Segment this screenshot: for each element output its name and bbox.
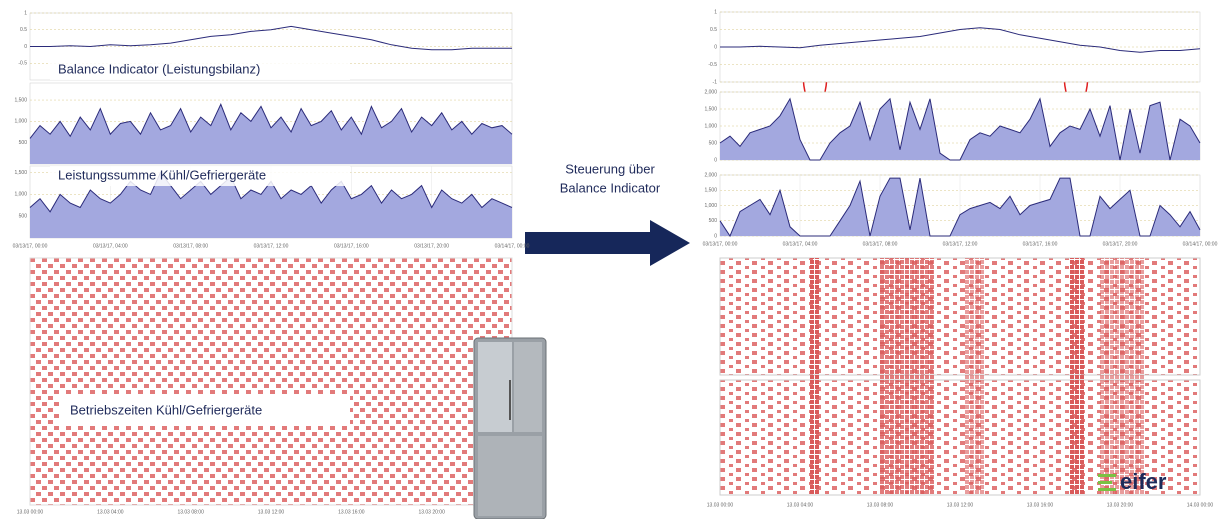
y-tick-label: 1,500 bbox=[704, 106, 717, 112]
chart: 500 1,000 1,500 03/13/17, 00:00 03/13/17, 04… bbox=[13, 165, 530, 249]
line bbox=[719, 97, 1201, 161]
y-tick-label: 500 bbox=[709, 218, 718, 224]
raster-x-label: 13.03 08:00 bbox=[177, 509, 204, 515]
x-tick-label: 03/13/17, 16:00 bbox=[1023, 241, 1058, 247]
raster-x-label: 13.03 16:00 bbox=[1027, 502, 1054, 508]
x-tick-label: 03/13/17, 08:00 bbox=[863, 241, 898, 247]
raster-left bbox=[29, 257, 513, 506]
y-tick-label: 500 bbox=[709, 140, 718, 146]
y-tick-label: 2,000 bbox=[704, 172, 717, 178]
x-tick-label: 03/14/17, 00:00 bbox=[1183, 241, 1218, 247]
raster-x-label: 13.03 00:00 bbox=[707, 502, 734, 508]
arrow-label: Steuerung über bbox=[565, 161, 655, 176]
y-tick-label: -0.5 bbox=[18, 61, 27, 67]
raster-title: Betriebszeiten Kühl/Gefriergeräte bbox=[70, 402, 262, 417]
raster-x-label: 13.03 04:00 bbox=[97, 509, 124, 515]
y-tick-label: 500 bbox=[19, 214, 28, 220]
x-tick-label: 03/14/17, 00:00 bbox=[495, 243, 530, 249]
y-tick-label: 0 bbox=[714, 157, 717, 163]
raster-x-label: 14.03 00:00 bbox=[1187, 502, 1214, 508]
chart-title: Balance Indicator (Leistungsbilanz) bbox=[58, 61, 260, 76]
logo: eifer bbox=[1098, 469, 1167, 494]
area bbox=[720, 98, 1200, 160]
x-tick-label: 03/13/17, 20:00 bbox=[414, 243, 449, 249]
y-tick-label: 1,000 bbox=[14, 119, 27, 125]
line bbox=[719, 177, 1201, 238]
line bbox=[29, 103, 513, 139]
label-box bbox=[50, 166, 350, 186]
raster-right bbox=[719, 257, 1201, 496]
y-tick-label: 1 bbox=[24, 10, 27, 16]
chart: 0 500 1,000 1,500 2,000 bbox=[704, 89, 1201, 163]
y-tick-label: 1,000 bbox=[704, 123, 717, 129]
y-tick-label: 1,500 bbox=[14, 170, 27, 176]
raster-x-label: 13.03 12:00 bbox=[258, 509, 285, 515]
label-box bbox=[50, 60, 350, 80]
y-tick-label: 2,000 bbox=[704, 89, 717, 95]
chart-title: Leistungssumme Kühl/Gefriergeräte bbox=[58, 167, 266, 182]
y-tick-label: 0 bbox=[714, 233, 717, 239]
x-tick-label: 03/13/17, 00:00 bbox=[13, 243, 48, 249]
y-tick-label: 0.5 bbox=[20, 27, 27, 33]
raster-x-label: 13.03 20:00 bbox=[1107, 502, 1134, 508]
y-tick-label: 1,000 bbox=[14, 192, 27, 198]
y-tick-label: -1 bbox=[713, 79, 718, 85]
x-tick-label: 03/13/17, 12:00 bbox=[254, 243, 289, 249]
raster-x-label: 13.03 20:00 bbox=[418, 509, 445, 515]
area bbox=[30, 104, 512, 164]
x-tick-label: 03/13/17, 00:00 bbox=[703, 241, 738, 247]
chart: -1 -0.5 0 0.5 1 bbox=[708, 9, 1201, 85]
arrow bbox=[525, 220, 690, 266]
x-tick-label: 03/13/17, 04:00 bbox=[783, 241, 818, 247]
logo-text: eifer bbox=[1120, 469, 1167, 494]
x-tick-label: 03/13/17, 08:00 bbox=[173, 243, 208, 249]
raster-x-label: 13.03 04:00 bbox=[787, 502, 814, 508]
x-tick-label: 03/13/17, 04:00 bbox=[93, 243, 128, 249]
x-tick-label: 03/13/17, 12:00 bbox=[943, 241, 978, 247]
charts: -0.5 0 0.5 1 Balance Indicator (Leistungsbil… bbox=[13, 9, 1218, 249]
y-tick-label: 0 bbox=[714, 44, 717, 50]
y-tick-label: 1,000 bbox=[704, 203, 717, 209]
raster-x-label: 13.03 00:00 bbox=[17, 509, 44, 515]
raster-x-label: 13.03 16:00 bbox=[338, 509, 365, 515]
y-tick-label: 1,500 bbox=[704, 188, 717, 194]
label-box bbox=[60, 396, 350, 424]
y-tick-label: 500 bbox=[19, 140, 28, 146]
fridge-image bbox=[473, 337, 547, 520]
chart: 500 1,000 1,500 bbox=[14, 82, 513, 165]
y-tick-label: 0.5 bbox=[710, 27, 717, 33]
y-tick-label: 0 bbox=[24, 44, 27, 50]
area bbox=[30, 172, 512, 238]
y-tick-label: 1,500 bbox=[14, 97, 27, 103]
chart: 0 500 1,000 1,500 2,000 03/13/17, 00:00 03/13/… bbox=[703, 172, 1218, 247]
y-tick-label: 1 bbox=[714, 9, 717, 15]
x-tick-label: 03/13/17, 20:00 bbox=[1103, 241, 1138, 247]
y-tick-label: -0.5 bbox=[708, 62, 717, 68]
raster-x-label: 13.03 12:00 bbox=[947, 502, 974, 508]
line bbox=[30, 25, 512, 51]
arrow-label: Balance Indicator bbox=[560, 180, 661, 195]
x-tick-label: 03/13/17, 16:00 bbox=[334, 243, 369, 249]
chart: -0.5 0 0.5 1 Balance Indicator (Leistungsbil… bbox=[18, 10, 513, 81]
line bbox=[720, 27, 1201, 53]
raster-x-label: 13.03 08:00 bbox=[867, 502, 894, 508]
